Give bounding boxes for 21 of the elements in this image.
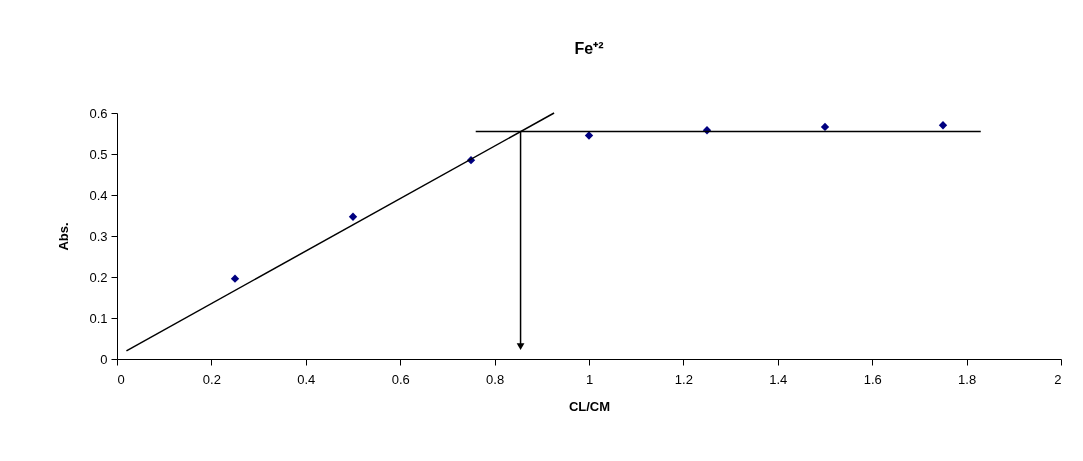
x-tick-label: 0.6 xyxy=(391,371,410,387)
x-axis-title: CL/CM xyxy=(568,398,611,414)
y-tick-label: 0.1 xyxy=(89,310,108,326)
x-tick-label: 0.4 xyxy=(297,371,316,387)
y-tick-label: 0.5 xyxy=(89,146,108,162)
x-tick-label: 1 xyxy=(585,371,594,387)
y-axis-title: Abs. xyxy=(56,222,72,251)
x-tick-label: 1.8 xyxy=(958,371,977,387)
x-tick-label: 1.4 xyxy=(769,371,788,387)
chart-title: Fe⁺² xyxy=(574,40,604,57)
y-tick-label: 0.6 xyxy=(89,105,108,121)
x-tick-label: 0.2 xyxy=(202,371,221,387)
y-tick-label: 0.2 xyxy=(89,269,108,285)
x-tick-label: 1.2 xyxy=(674,371,693,387)
x-tick-label: 2 xyxy=(1054,371,1062,387)
x-tick-label: 0 xyxy=(117,371,125,387)
y-tick-label: 0.4 xyxy=(89,187,108,203)
x-tick-label: 0.8 xyxy=(486,371,505,387)
y-tick-label: 0 xyxy=(100,351,108,367)
x-tick-label: 1.6 xyxy=(863,371,882,387)
y-tick-label: 0.3 xyxy=(89,228,108,244)
